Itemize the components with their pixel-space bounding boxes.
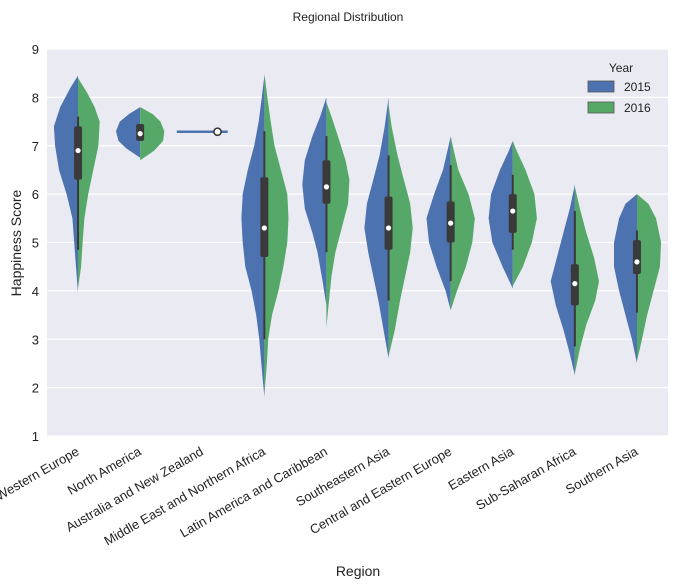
violin-southeastern-asia [364, 97, 413, 359]
y-tick-6: 6 [32, 187, 39, 202]
violin-2016-eastern-asia [512, 140, 537, 286]
violin-2016-latin-america-and-caribbean [326, 102, 350, 328]
median-eastern-asia [510, 208, 516, 214]
median-southeastern-asia [385, 225, 392, 231]
violin-2015-middle-east-and-northern-africa [241, 75, 265, 398]
legend-swatch-2016 [587, 101, 615, 114]
iqr-box-southeastern-asia [384, 196, 393, 250]
median-australia-and-new-zealand [213, 127, 222, 137]
violin-eastern-asia [488, 140, 537, 289]
y-tick-8: 8 [32, 90, 39, 105]
iqr-box-southern-asia [632, 240, 641, 274]
gridlines [47, 48, 668, 437]
median-western-europe [75, 147, 81, 154]
y-tick-3: 3 [32, 332, 39, 347]
median-middle-east-and-northern-africa [261, 225, 267, 231]
violin-sub-saharan-africa [550, 184, 599, 376]
violin-2016-southeastern-asia [388, 104, 413, 357]
y-tick-4: 4 [32, 284, 39, 299]
median-southern-asia [634, 259, 640, 265]
violin-2016-central-and-eastern-europe [450, 136, 475, 311]
violin-2015-southeastern-asia [364, 97, 389, 359]
y-axis-label: Happiness Score [8, 189, 24, 296]
violin-central-and-eastern-europe [426, 136, 475, 311]
violin-2015-western-europe [53, 75, 78, 294]
x-axis-label: Region [336, 563, 380, 579]
violin-2015-southern-asia [614, 194, 637, 364]
y-tick-5: 5 [32, 236, 39, 251]
legend-entry-2015: 2015 [624, 80, 651, 94]
legend-entry-2016: 2016 [624, 101, 651, 115]
violin-2016-middle-east-and-northern-africa [264, 73, 289, 395]
violin-middle-east-and-northern-africa [241, 73, 289, 398]
iqr-box-middle-east-and-northern-africa [260, 177, 269, 258]
violin-2016-sub-saharan-africa [574, 186, 599, 374]
violin-2015-eastern-asia [488, 140, 513, 289]
violin-north-america [116, 107, 165, 161]
violin-2015-central-and-eastern-europe [426, 136, 451, 311]
legend: Year 2015 2016 [587, 61, 651, 115]
y-tick-2: 2 [32, 381, 39, 396]
violins [53, 73, 662, 398]
y-tick-labels: 1 2 3 4 5 6 7 8 9 [32, 42, 39, 444]
median-central-and-eastern-europe [448, 220, 454, 226]
violin-2015-sub-saharan-africa [550, 184, 575, 376]
y-tick-7: 7 [32, 139, 39, 154]
chart-title: Regional Distribution [293, 10, 404, 24]
violin-western-europe [53, 75, 100, 294]
iqr-box-latin-america-and-caribbean [322, 160, 331, 204]
violin-2016-southern-asia [637, 194, 662, 361]
violin-southern-asia [614, 194, 662, 364]
violin-2016-western-europe [78, 78, 100, 289]
x-tick-sub-saharan-africa: Sub-Saharan Africa [473, 443, 579, 513]
violin-2016-north-america [140, 107, 165, 161]
median-sub-saharan-africa [572, 281, 578, 287]
y-tick-1: 1 [32, 429, 39, 444]
legend-swatch-2015 [587, 80, 615, 93]
violin-latin-america-and-caribbean [302, 97, 350, 328]
violin-2015-latin-america-and-caribbean [302, 97, 327, 306]
legend-title: Year [609, 61, 633, 75]
y-tick-9: 9 [32, 42, 39, 57]
violin-australia-and-new-zealand [176, 127, 228, 137]
median-north-america [137, 131, 143, 137]
violin-2015-north-america [116, 107, 141, 158]
median-latin-america-and-caribbean [323, 184, 330, 190]
